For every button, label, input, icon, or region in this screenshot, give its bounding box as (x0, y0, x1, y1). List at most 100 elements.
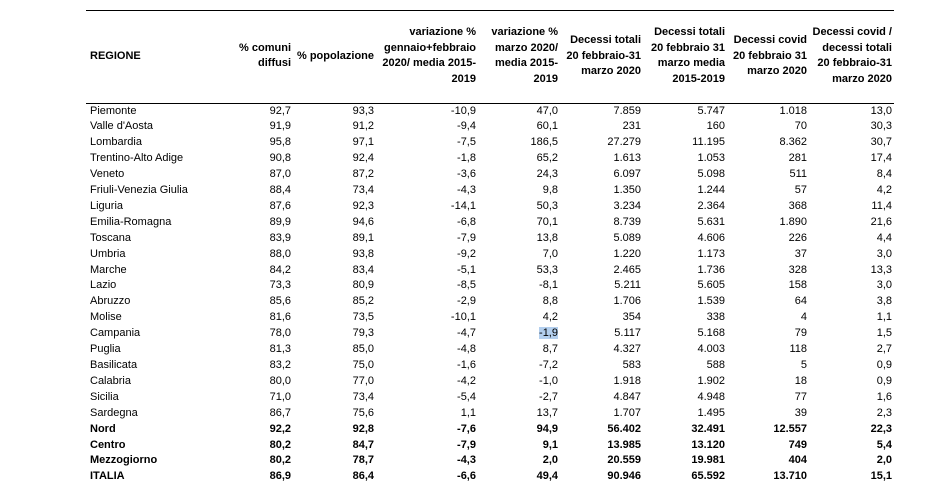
cell-var-marzo: 47,0 (536, 104, 558, 117)
cell-var-gen-feb: -14,1 (450, 199, 476, 212)
cell-popolazione: 97,1 (352, 136, 374, 149)
table-top-rule (86, 10, 894, 11)
cell-decessi-covid: 18 (794, 374, 807, 387)
cell-decessi-totali-2020: 6.097 (613, 168, 641, 181)
cell-var-marzo: 9,8 (542, 184, 558, 197)
cell-popolazione: 87,2 (352, 168, 374, 181)
table-row: Sicilia 71,0 73,4 -5,4 -2,7 4.847 4.948 77 1,6 (86, 390, 894, 406)
cell-var-gen-feb: -1,6 (457, 359, 476, 371)
cell-decessi-totali-2020: 1.918 (613, 374, 641, 387)
cell-popolazione: 92,4 (352, 152, 374, 165)
cell-quota-covid: 2,0 (876, 454, 892, 467)
cell-decessi-media: 1.244 (697, 184, 725, 197)
cell-quota-covid: 0,9 (876, 374, 892, 387)
cell-decessi-totali-2020: 5.089 (613, 231, 641, 244)
cell-decessi-media: 5.168 (697, 327, 725, 340)
cell-var-gen-feb: -6,6 (457, 470, 476, 483)
cell-quota-covid: 2,3 (876, 406, 892, 419)
cell-var-gen-feb: -6,8 (457, 215, 476, 228)
cell-popolazione: 84,7 (352, 438, 374, 451)
cell-var-gen-feb: -4,8 (457, 343, 476, 356)
cell-comuni-diffusi: 78,0 (269, 327, 291, 340)
cell-comuni-diffusi: 87,6 (269, 199, 291, 212)
cell-regione: Sicilia (90, 390, 119, 403)
table-row: Molise 81,6 73,5 -10,1 4,2 354 338 4 1,1 (86, 310, 894, 326)
cell-comuni-diffusi: 89,9 (269, 215, 291, 228)
cell-decessi-totali-2020: 1.707 (613, 406, 641, 419)
cell-decessi-media: 13.120 (691, 438, 725, 451)
cell-decessi-covid: 79 (794, 327, 807, 340)
cell-var-gen-feb: -9,2 (457, 247, 476, 260)
cell-popolazione: 78,7 (352, 454, 374, 467)
cell-decessi-totali-2020: 5.117 (614, 327, 641, 340)
cell-quota-covid: 15,1 (870, 470, 892, 483)
cell-comuni-diffusi: 88,0 (269, 247, 291, 260)
cell-decessi-covid: 328 (788, 263, 807, 276)
cell-decessi-media: 1.053 (697, 152, 725, 165)
cell-decessi-totali-2020: 8.739 (613, 215, 641, 228)
header-regione: REGIONE (86, 10, 220, 104)
cell-var-marzo: 65,2 (536, 152, 558, 165)
header-popolazione: % popolazione (293, 10, 376, 104)
cell-decessi-media: 5.747 (697, 104, 725, 117)
table-row: Veneto 87,0 87,2 -3,6 24,3 6.097 5.098 511 8,4 (86, 167, 894, 183)
cell-decessi-media: 1.902 (697, 374, 725, 387)
cell-comuni-diffusi: 80,0 (269, 374, 291, 387)
cell-var-marzo: 60,1 (536, 120, 558, 133)
header-decessi-covid: Decessi covid 20 febbraio 31 marzo 2020 (727, 10, 809, 104)
table-row: Centro 80,2 84,7 -7,9 9,1 13.985 13.120 749 5,4 (86, 438, 894, 454)
table-row: Umbria 88,0 93,8 -9,2 7,0 1.220 1.173 37 3,0 (86, 247, 894, 263)
cell-comuni-diffusi: 91,9 (269, 120, 291, 133)
cell-comuni-diffusi: 83,9 (269, 231, 291, 244)
cell-regione: Trentino-Alto Adige (90, 152, 184, 165)
cell-popolazione: 83,4 (352, 263, 374, 276)
cell-decessi-media: 1.736 (697, 263, 725, 276)
table-row: Puglia 81,3 85,0 -4,8 8,7 4.327 4.003 118 2,7 (86, 342, 894, 358)
selected-text-highlight: -1,9 (539, 327, 558, 340)
table-row: Sardegna 86,7 75,6 1,1 13,7 1.707 1.495 39 2,3 (86, 406, 894, 422)
cell-decessi-totali-2020: 1.350 (613, 184, 641, 197)
cell-var-gen-feb: -4,7 (457, 327, 476, 340)
cell-regione: Centro (90, 438, 126, 451)
cell-popolazione: 73,4 (352, 390, 374, 403)
cell-var-gen-feb: -7,9 (457, 231, 476, 244)
table-row: Basilicata 83,2 75,0 -1,6 -7,2 583 588 5 0,9 (86, 358, 894, 374)
cell-quota-covid: 3,0 (876, 279, 892, 292)
cell-popolazione: 73,5 (352, 311, 374, 324)
cell-var-gen-feb: -4,3 (457, 454, 476, 467)
cell-decessi-totali-2020: 583 (622, 359, 641, 371)
table-row: Marche 84,2 83,4 -5,1 53,3 2.465 1.736 328 13,3 (86, 263, 894, 279)
cell-decessi-media: 338 (706, 311, 725, 324)
cell-var-gen-feb: -5,1 (457, 263, 476, 276)
cell-comuni-diffusi: 87,0 (269, 168, 291, 181)
cell-popolazione: 92,8 (352, 422, 374, 435)
cell-regione: Lombardia (90, 136, 142, 149)
cell-decessi-media: 5.098 (697, 168, 725, 181)
cell-var-marzo: 8,8 (542, 295, 558, 308)
cell-decessi-media: 4.948 (697, 390, 725, 403)
cell-var-gen-feb: -7,6 (457, 422, 476, 435)
table-row: Liguria 87,6 92,3 -14,1 50,3 3.234 2.364 368 11,… (86, 199, 894, 215)
cell-decessi-totali-2020: 2.465 (613, 263, 641, 276)
cell-regione: ITALIA (90, 470, 125, 483)
cell-popolazione: 94,6 (352, 215, 374, 228)
cell-decessi-covid: 158 (788, 279, 807, 292)
cell-quota-covid: 8,4 (876, 168, 892, 181)
cell-var-gen-feb: -1,8 (457, 152, 476, 165)
table-row: Nord 92,2 92,8 -7,6 94,9 56.402 32.491 12.557 22… (86, 422, 894, 438)
cell-decessi-media: 4.606 (697, 231, 725, 244)
cell-regione: Veneto (90, 168, 125, 181)
table-row: Campania 78,0 79,3 -4,7 -1,9 5.117 5.168 79 1,5 (86, 326, 894, 342)
cell-var-marzo: -2,7 (539, 390, 558, 403)
cell-decessi-totali-2020: 90.946 (607, 470, 641, 483)
cell-decessi-covid: 4 (800, 311, 807, 324)
cell-var-marzo: 13,8 (536, 231, 558, 244)
cell-var-gen-feb: -7,5 (457, 136, 476, 149)
cell-decessi-covid: 118 (789, 343, 807, 356)
cell-regione: Mezzogiorno (90, 454, 158, 467)
cell-decessi-totali-2020: 354 (622, 311, 641, 324)
cell-decessi-media: 588 (706, 359, 725, 371)
cell-var-marzo: 7,0 (542, 247, 558, 260)
cell-decessi-totali-2020: 4.327 (613, 343, 641, 356)
cell-var-marzo: 8,7 (542, 343, 558, 356)
